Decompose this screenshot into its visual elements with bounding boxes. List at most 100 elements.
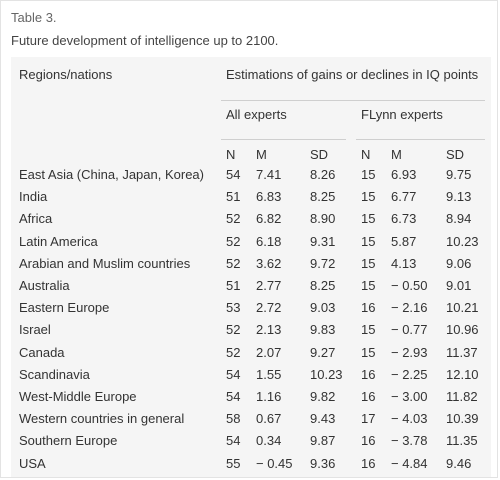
- subheader-m-all: M: [256, 147, 267, 162]
- flynn-n-cell: 16: [361, 389, 376, 404]
- flynn-m-cell: − 3.78: [391, 433, 428, 449]
- region-cell: Scandinavia: [19, 366, 90, 382]
- region-cell: India: [19, 189, 48, 205]
- all-n-cell: 52: [226, 344, 241, 360]
- all-m-cell: 3.62: [256, 255, 282, 271]
- region-cell: West-Middle Europe: [19, 389, 137, 404]
- all-n-cell: 52: [226, 322, 241, 338]
- flynn-m-cell: − 0.77: [391, 322, 428, 338]
- flynn-sd-cell: 10.39: [446, 411, 479, 427]
- all-n-cell: 52: [226, 211, 241, 227]
- header-regions: Regions/nations: [19, 67, 113, 82]
- region-cell: Arabian and Muslim countries: [19, 255, 191, 271]
- region-cell: Israel: [19, 322, 51, 338]
- flynn-sd-cell: 10.96: [446, 322, 479, 338]
- all-n-cell: 54: [226, 389, 241, 404]
- flynn-m-cell: − 3.00: [391, 389, 428, 404]
- flynn-sd-cell: 9.13: [446, 189, 472, 205]
- region-cell: Australia: [19, 278, 70, 293]
- flynn-m-cell: − 2.16: [391, 300, 428, 316]
- all-sd-cell: 8.26: [310, 167, 336, 182]
- flynn-n-cell: 16: [361, 366, 376, 382]
- flynn-n-cell: 15: [361, 189, 376, 205]
- flynn-n-cell: 15: [361, 211, 376, 227]
- flynn-n-cell: 15: [361, 278, 376, 293]
- all-n-cell: 58: [226, 411, 241, 427]
- all-m-cell: 0.67: [256, 411, 282, 427]
- region-cell: Eastern Europe: [19, 300, 110, 316]
- flynn-m-cell: 6.77: [391, 189, 417, 205]
- flynn-sd-cell: 8.94: [446, 211, 472, 227]
- all-m-cell: 7.41: [256, 167, 282, 182]
- table-label: Table 3.: [11, 10, 57, 25]
- group-flynn-divider: [356, 139, 485, 140]
- all-m-cell: 0.34: [256, 433, 282, 449]
- region-cell: East Asia (China, Japan, Korea): [19, 167, 204, 182]
- flynn-sd-cell: 9.75: [446, 167, 472, 182]
- all-sd-cell: 9.36: [310, 455, 336, 471]
- header-divider: [221, 100, 485, 101]
- flynn-m-cell: − 0.50: [391, 278, 428, 293]
- all-n-cell: 52: [226, 255, 241, 271]
- flynn-sd-cell: 10.23: [446, 233, 479, 249]
- all-sd-cell: 9.43: [310, 411, 336, 427]
- all-n-cell: 54: [226, 366, 241, 382]
- flynn-n-cell: 15: [361, 167, 376, 182]
- region-cell: USA: [19, 455, 46, 471]
- flynn-m-cell: − 4.03: [391, 411, 428, 427]
- all-sd-cell: 8.25: [310, 278, 336, 293]
- all-sd-cell: 10.23: [310, 366, 343, 382]
- flynn-n-cell: 15: [361, 322, 376, 338]
- flynn-sd-cell: 9.01: [446, 278, 472, 293]
- all-m-cell: 6.83: [256, 189, 282, 205]
- flynn-n-cell: 15: [361, 344, 376, 360]
- region-cell: Southern Europe: [19, 433, 118, 449]
- all-n-cell: 53: [226, 300, 241, 316]
- region-cell: Canada: [19, 344, 65, 360]
- flynn-sd-cell: 9.06: [446, 255, 472, 271]
- flynn-m-cell: 5.87: [391, 233, 417, 249]
- subheader-n-flynn: N: [361, 147, 371, 162]
- all-n-cell: 51: [226, 278, 241, 293]
- region-cell: Western countries in general: [19, 411, 185, 427]
- table-title: Future development of intelligence up to…: [11, 33, 279, 48]
- subheader-sd-flynn: SD: [446, 147, 465, 162]
- data-table: [11, 57, 491, 477]
- flynn-sd-cell: 9.46: [446, 455, 472, 471]
- all-n-cell: 52: [226, 233, 241, 249]
- flynn-n-cell: 17: [361, 411, 376, 427]
- all-n-cell: 54: [226, 433, 241, 449]
- flynn-n-cell: 15: [361, 255, 376, 271]
- all-m-cell: 2.72: [256, 300, 282, 316]
- all-n-cell: 54: [226, 167, 241, 182]
- flynn-n-cell: 16: [361, 300, 376, 316]
- flynn-m-cell: − 2.25: [391, 366, 428, 382]
- all-m-cell: 1.16: [256, 389, 282, 404]
- flynn-m-cell: − 4.84: [391, 455, 428, 471]
- all-m-cell: 2.77: [256, 278, 282, 293]
- all-sd-cell: 8.25: [310, 189, 336, 205]
- all-sd-cell: 9.03: [310, 300, 336, 316]
- all-sd-cell: 9.27: [310, 344, 336, 360]
- all-sd-cell: 9.82: [310, 389, 336, 404]
- header-estimations: Estimations of gains or declines in IQ p…: [226, 67, 479, 82]
- all-sd-cell: 9.72: [310, 255, 336, 271]
- flynn-sd-cell: 10.21: [446, 300, 479, 316]
- all-n-cell: 55: [226, 455, 241, 471]
- all-m-cell: 6.82: [256, 211, 282, 227]
- flynn-m-cell: 4.13: [391, 255, 417, 271]
- all-m-cell: 2.07: [256, 344, 282, 360]
- flynn-sd-cell: 12.10: [446, 366, 479, 382]
- flynn-n-cell: 15: [361, 233, 376, 249]
- region-cell: Africa: [19, 211, 53, 227]
- flynn-n-cell: 16: [361, 433, 376, 449]
- group-all-divider: [221, 139, 346, 140]
- all-m-cell: − 0.45: [256, 455, 293, 471]
- header-group-all-experts: All experts: [226, 107, 287, 122]
- all-m-cell: 2.13: [256, 322, 282, 338]
- all-sd-cell: 9.83: [310, 322, 336, 338]
- all-sd-cell: 9.31: [310, 233, 336, 249]
- subheader-m-flynn: M: [391, 147, 402, 162]
- flynn-sd-cell: 11.35: [446, 433, 478, 449]
- all-sd-cell: 8.90: [310, 211, 336, 227]
